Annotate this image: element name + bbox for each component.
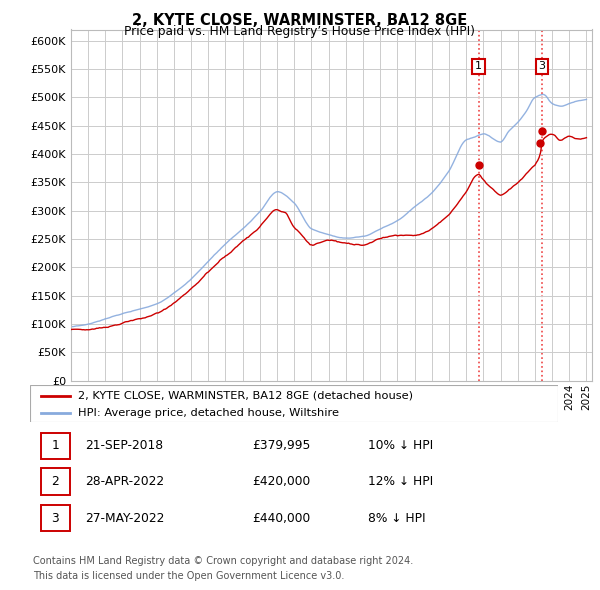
Text: 8% ↓ HPI: 8% ↓ HPI bbox=[368, 512, 425, 525]
Bar bbox=[41, 468, 70, 495]
Text: £440,000: £440,000 bbox=[252, 512, 310, 525]
Text: This data is licensed under the Open Government Licence v3.0.: This data is licensed under the Open Gov… bbox=[33, 571, 344, 581]
Text: 2, KYTE CLOSE, WARMINSTER, BA12 8GE (detached house): 2, KYTE CLOSE, WARMINSTER, BA12 8GE (det… bbox=[77, 391, 413, 401]
Text: 21-SEP-2018: 21-SEP-2018 bbox=[85, 440, 164, 453]
Bar bbox=[41, 504, 70, 532]
Text: 3: 3 bbox=[51, 512, 59, 525]
Text: 28-APR-2022: 28-APR-2022 bbox=[85, 475, 164, 488]
Text: 2, KYTE CLOSE, WARMINSTER, BA12 8GE: 2, KYTE CLOSE, WARMINSTER, BA12 8GE bbox=[133, 13, 467, 28]
Text: 1: 1 bbox=[51, 440, 59, 453]
Text: 3: 3 bbox=[538, 61, 545, 71]
Text: 27-MAY-2022: 27-MAY-2022 bbox=[85, 512, 165, 525]
Text: £379,995: £379,995 bbox=[252, 440, 310, 453]
Text: 12% ↓ HPI: 12% ↓ HPI bbox=[368, 475, 433, 488]
Bar bbox=[41, 432, 70, 459]
Text: Contains HM Land Registry data © Crown copyright and database right 2024.: Contains HM Land Registry data © Crown c… bbox=[33, 556, 413, 566]
Text: Price paid vs. HM Land Registry’s House Price Index (HPI): Price paid vs. HM Land Registry’s House … bbox=[125, 25, 476, 38]
Text: 2: 2 bbox=[51, 475, 59, 488]
Text: 10% ↓ HPI: 10% ↓ HPI bbox=[368, 440, 433, 453]
Text: £420,000: £420,000 bbox=[252, 475, 310, 488]
Text: 1: 1 bbox=[475, 61, 482, 71]
Text: HPI: Average price, detached house, Wiltshire: HPI: Average price, detached house, Wilt… bbox=[77, 408, 338, 418]
